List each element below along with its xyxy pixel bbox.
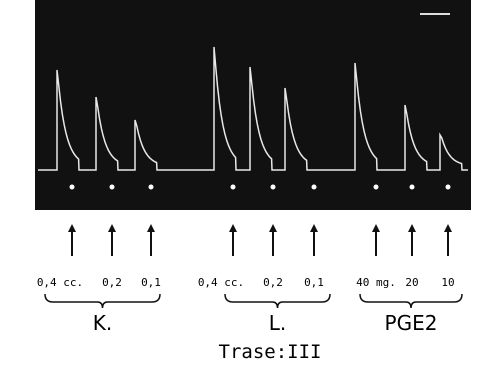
dose-label: 0,2: [263, 276, 283, 289]
group-bracket: [225, 294, 330, 308]
marker-dot: [446, 185, 451, 190]
figure: Trase:III 0,4 cc. 0,2 0,1 0,4 cc. 0,2 0,1 40 m…: [0, 0, 481, 375]
arrow-head: [108, 224, 116, 232]
group-bracket: [45, 294, 160, 308]
arrow-head: [310, 224, 318, 232]
dose-label: 40 mg.: [356, 276, 396, 289]
marker-dot: [149, 185, 154, 190]
arrow-head: [229, 224, 237, 232]
arrow-head: [68, 224, 76, 232]
arrow-head: [372, 224, 380, 232]
group-label: PGE2: [385, 311, 438, 335]
group-label: K.: [93, 311, 112, 335]
dose-label: 20: [405, 276, 418, 289]
marker-dot: [312, 185, 317, 190]
arrow-head: [147, 224, 155, 232]
marker-dot: [70, 185, 75, 190]
arrow-head: [444, 224, 452, 232]
dose-label: 0,1: [304, 276, 324, 289]
dose-label: 10: [441, 276, 454, 289]
dose-label: 0,2: [102, 276, 122, 289]
marker-dot: [231, 185, 236, 190]
group-bracket: [360, 294, 462, 308]
group-label: L.: [269, 311, 287, 335]
arrow-head: [269, 224, 277, 232]
marker-dot: [110, 185, 115, 190]
dose-label: 0,4 cc.: [198, 276, 244, 289]
arrow-head: [408, 224, 416, 232]
marker-dot: [271, 185, 276, 190]
dose-label: 0,4 cc.: [37, 276, 83, 289]
marker-dot: [374, 185, 379, 190]
title: Trase:III: [219, 341, 322, 363]
dose-label: 0,1: [141, 276, 161, 289]
marker-dot: [410, 185, 415, 190]
